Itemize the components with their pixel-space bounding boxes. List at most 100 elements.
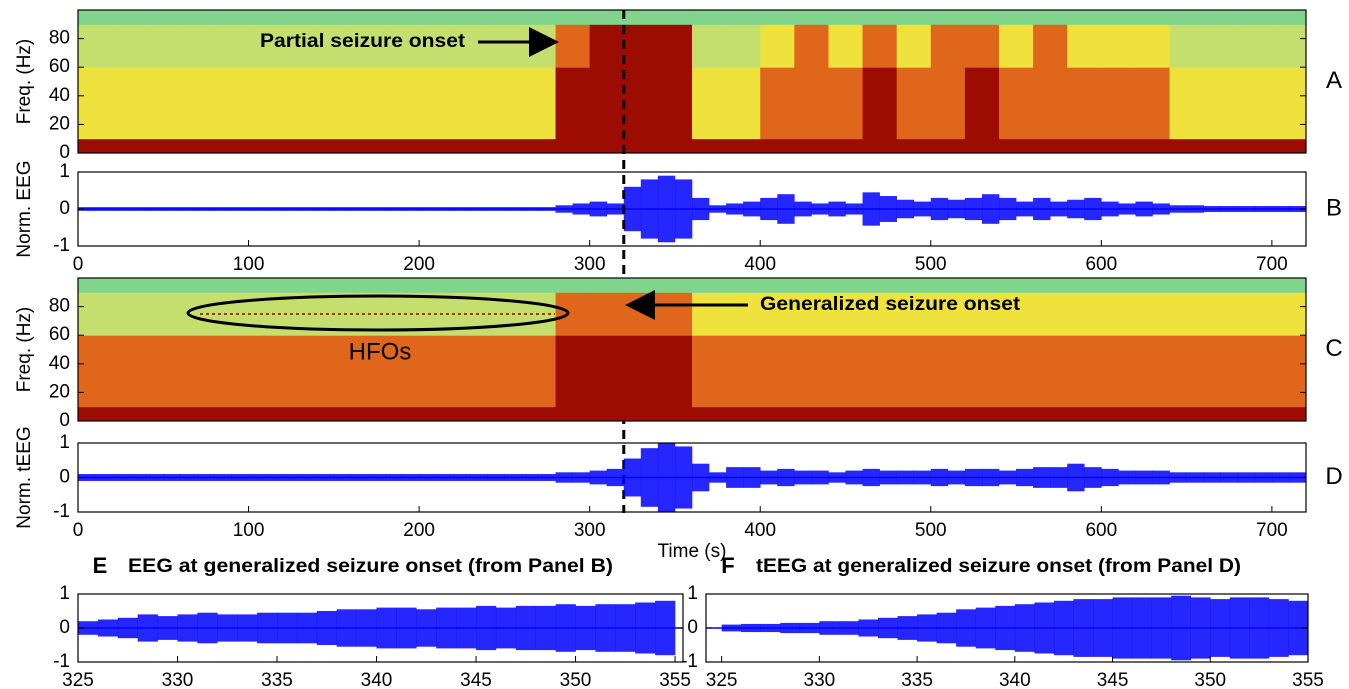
spectrogram-cell (1169, 278, 1205, 293)
spectrogram-cell (487, 10, 522, 25)
spectrogram-cell (248, 335, 284, 408)
spectrogram-cell (828, 67, 864, 140)
signal-envelope (1112, 597, 1133, 659)
spectrogram-cell (1203, 406, 1239, 422)
signal-envelope (333, 474, 352, 481)
spectrogram-cell (896, 138, 932, 154)
signal-envelope (975, 607, 996, 649)
x-tick-label: 400 (744, 520, 776, 541)
spectrogram-cell (794, 278, 829, 293)
spectrogram-cell (453, 335, 488, 408)
spectrogram-cell (589, 335, 625, 408)
signal-envelope (1014, 604, 1035, 652)
signal-envelope (726, 203, 744, 215)
spectrogram-cell (214, 138, 250, 154)
spectrogram-cell (862, 24, 898, 68)
hfo-ellipse (186, 294, 570, 332)
spectrogram-cell (78, 67, 113, 140)
y-tick-label: 0 (59, 198, 70, 219)
signal-envelope (197, 612, 218, 644)
panel-title: EEG at generalized seizure onset (from P… (128, 556, 613, 577)
spectrogram-cell (282, 24, 318, 68)
signal-envelope (674, 446, 693, 509)
spectrogram-cell (726, 335, 761, 408)
spectrogram-cell (180, 278, 215, 293)
signal-envelope (1254, 472, 1273, 483)
signal-envelope (316, 207, 335, 211)
spectrogram-cell (896, 406, 932, 422)
spectrogram-cell (1203, 24, 1239, 68)
signal-envelope (995, 605, 1016, 651)
spectrogram-cell (999, 335, 1034, 408)
spectrogram-cell (964, 67, 1000, 140)
annotation: Generalized seizure onset (760, 294, 1021, 315)
signal-envelope (1268, 599, 1289, 657)
spectrogram-cell (692, 278, 727, 293)
spectrogram-cell (78, 138, 113, 154)
spectrogram-cell (555, 406, 591, 422)
signal-envelope (1288, 600, 1309, 656)
spectrogram-cell (657, 406, 693, 422)
spectrogram-cell (964, 138, 1000, 154)
spectrogram-cell (521, 138, 557, 154)
signal-envelope (367, 474, 386, 481)
spectrogram-cell (862, 138, 898, 154)
signal-envelope (1135, 201, 1153, 217)
spectrogram-cell (1271, 292, 1307, 336)
signal-envelope (248, 474, 266, 481)
spectrogram-cell (896, 292, 932, 336)
y-tick-label: 80 (49, 28, 70, 49)
signal-envelope (917, 614, 937, 642)
spectrogram-cell (350, 24, 386, 68)
signal-envelope (436, 607, 457, 649)
panel: 0 20 40 60 80 Freq. (Hz) A Partial seizure onse… (14, 9, 1342, 163)
spectrogram-cell (112, 292, 147, 336)
signal-envelope (1053, 600, 1074, 656)
spectrogram-cell (112, 278, 147, 293)
spectrogram-cell (385, 335, 420, 408)
spectrogram-cell (146, 292, 181, 336)
signal-envelope (538, 474, 556, 481)
signal-envelope (1186, 205, 1204, 213)
signal-envelope (828, 472, 846, 483)
spectrogram-cell (521, 67, 557, 140)
spectrogram-cell (555, 292, 591, 336)
signal-envelope (1132, 597, 1152, 659)
spectrogram-cell (896, 278, 932, 293)
spectrogram-cell (1135, 24, 1171, 68)
spectrogram-cell (146, 67, 181, 140)
spectrogram-cell (316, 10, 352, 25)
signal-envelope (930, 468, 949, 487)
spectrogram-cell (726, 138, 761, 154)
spectrogram-cell (248, 24, 284, 68)
spectrogram-cell (794, 406, 829, 422)
spectrogram-cell (1237, 138, 1273, 154)
spectrogram-cell (1169, 406, 1205, 422)
spectrogram-cell (1203, 138, 1239, 154)
signal-envelope (402, 207, 420, 211)
signal-envelope (947, 199, 966, 219)
signal-envelope (555, 205, 573, 213)
spectrogram-cell (453, 278, 488, 293)
spectrogram-cell (896, 67, 932, 140)
spectrogram-cell (1135, 138, 1171, 154)
signal-envelope (180, 474, 198, 481)
panel-letter: D (1325, 463, 1342, 490)
spectrogram-cell (521, 278, 557, 293)
signal-envelope (1033, 467, 1051, 488)
signal-envelope (396, 607, 417, 649)
x-tick-label: 350 (1194, 670, 1226, 689)
spectrogram-cell (1101, 67, 1136, 140)
spectrogram-cell (692, 67, 727, 140)
spectrogram-cell (350, 335, 386, 408)
signal-envelope (296, 612, 318, 644)
spectrogram-cell (862, 10, 898, 25)
spectrogram-cell (385, 138, 420, 154)
signal-envelope (495, 607, 517, 649)
spectrogram-cell (1135, 292, 1171, 336)
panel: -1 0 1 325 330 335 340 345 350 355 E EEG at general… (53, 553, 691, 689)
signal-envelope (640, 448, 659, 507)
spectrogram-cell (555, 278, 591, 293)
signal-envelope (416, 609, 437, 647)
